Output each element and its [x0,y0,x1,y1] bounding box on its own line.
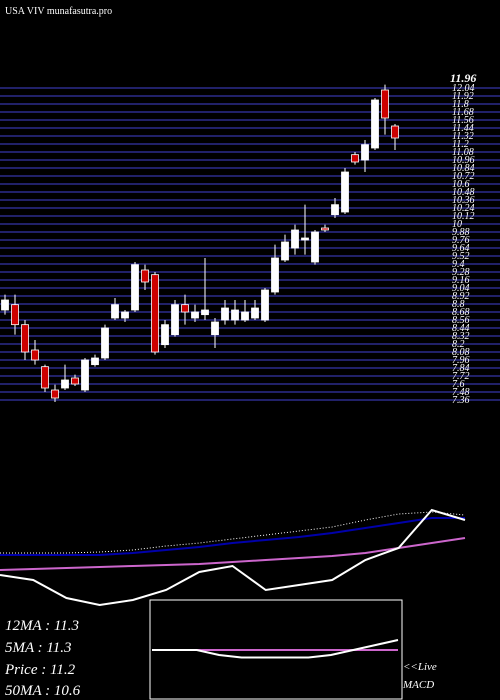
candle-body [31,349,39,361]
y-tick-label: 8.68 [452,307,470,318]
y-tick-label: 11.8 [452,99,469,110]
y-tick-label: 8.44 [452,323,470,334]
candle-body [331,204,339,216]
y-tick-label: 10.6 [452,179,470,190]
ma-text: Price : 11.2 [4,662,76,678]
y-tick-label: 7.6 [452,379,465,390]
candle-body [111,304,119,319]
candle-body [351,154,359,163]
y-tick-label: 11.92 [452,91,474,102]
y-tick-label: 8.32 [452,331,470,342]
candle-body [101,327,109,359]
candle-body [161,324,169,346]
candle-body [201,309,209,316]
candle-body [21,324,29,353]
y-tick-label: 10.12 [452,211,475,222]
candle-body [231,309,239,321]
y-tick-label: 9.76 [452,235,470,246]
y-tick-label: 11.2 [452,139,469,150]
y-tick-label: 11.44 [452,123,474,134]
y-tick-label: 8.08 [452,347,470,358]
price-annotation: 11.96 [450,71,476,85]
candle-body [341,171,349,213]
y-tick-label: 9.28 [452,267,470,278]
y-tick-label: 9.64 [452,243,470,254]
candle-body [281,241,289,261]
ma-text: 50MA : 10.6 [5,683,81,699]
y-tick-label: 9.04 [452,283,470,294]
candle-body [261,289,269,321]
candle-body [61,379,69,389]
y-tick-label: 11.56 [452,115,474,126]
indicator-line [152,639,399,659]
candle-body [71,377,79,385]
y-tick-label: 11.68 [452,107,474,118]
y-tick-label: 7.96 [452,355,470,366]
candle-body [301,237,309,241]
candle-body [211,321,219,336]
y-tick-label: 10.48 [452,187,475,198]
candle-body [151,274,159,353]
candle-body [381,89,389,119]
candle-body [131,264,139,311]
chart-title: USA VIV munafasutra.pro [5,6,112,17]
candle-body [121,311,129,319]
live-label: <<Live [403,661,437,673]
y-tick-label: 11.32 [452,131,474,142]
candle-body [271,257,279,293]
candle-body [191,311,199,319]
y-tick-label: 12.04 [452,83,475,94]
candle-body [41,366,49,389]
candle-body [361,144,369,161]
macd-label: MACD [402,679,434,691]
indicator-line [0,537,466,571]
y-tick-label: 8.8 [452,299,465,310]
y-tick-label: 10 [452,219,462,230]
ma-text: 12MA : 11.3 [5,618,79,634]
y-tick-label: 10.36 [452,195,475,206]
candle-body [221,307,229,321]
candle-body [241,311,249,321]
candle-body [181,304,189,313]
candle-body [391,125,399,139]
candle-body [171,304,179,336]
y-tick-label: 10.96 [452,155,475,166]
candle-body [51,389,59,399]
y-tick-label: 10.24 [452,203,475,214]
y-tick-label: 9.4 [452,259,465,270]
y-tick-label: 8.2 [452,339,465,350]
candle-body [1,299,9,311]
candle-body [321,227,329,231]
y-tick-label: 8.56 [452,315,470,326]
y-tick-label: 9.88 [452,227,470,238]
candle-body [11,304,19,326]
candle-body [141,269,149,283]
candle-body [81,359,89,391]
y-tick-label: 7.72 [452,371,470,382]
ma-text: 5MA : 11.3 [5,640,72,656]
y-tick-label: 8.92 [452,291,470,302]
candle-body [251,307,259,319]
y-tick-label: 9.16 [452,275,470,286]
candle-body [371,99,379,149]
candle-body [91,357,99,366]
y-tick-label: 11.08 [452,147,474,158]
indicator-line [0,508,466,607]
candle-body [291,229,299,249]
indicator-line [0,517,465,556]
y-tick-label: 9.52 [452,251,470,262]
y-tick-label: 10.84 [452,163,475,174]
y-tick-label: 7.36 [452,395,470,406]
candle-body [311,231,319,263]
macd-box [149,599,403,700]
y-tick-label: 7.48 [452,387,470,398]
y-tick-label: 10.72 [452,171,475,182]
y-tick-label: 7.84 [452,363,470,374]
